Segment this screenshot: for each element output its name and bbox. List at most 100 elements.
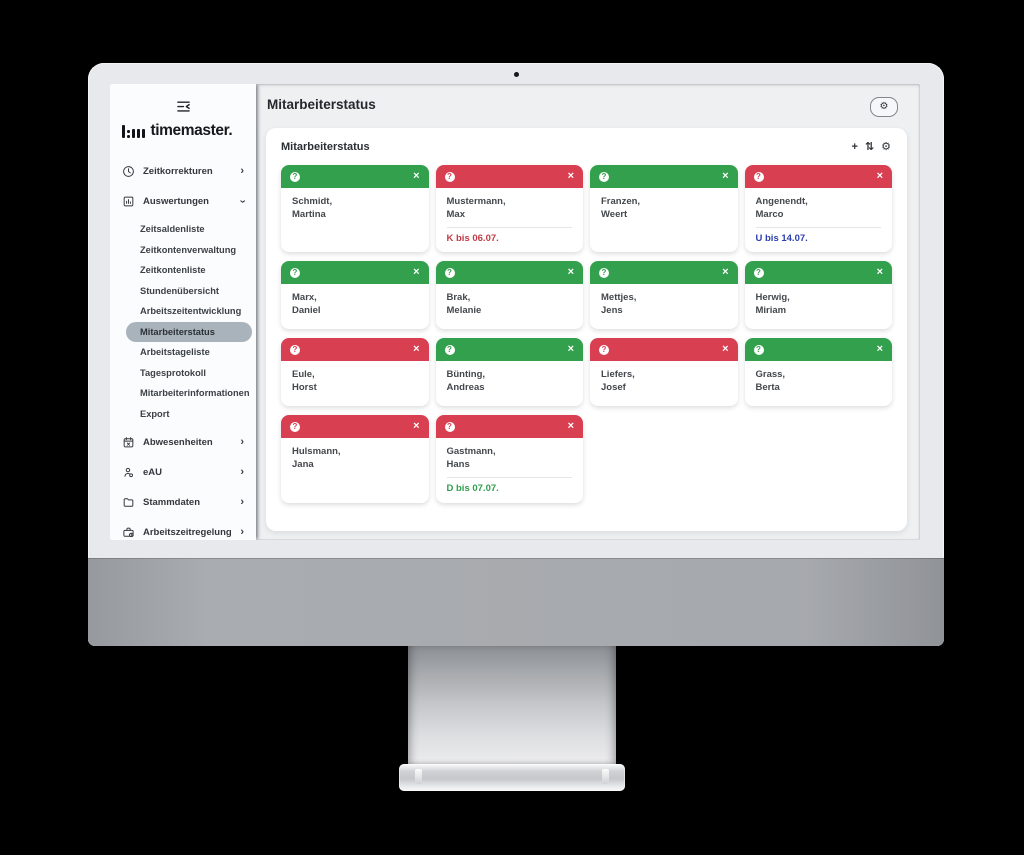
submenu-item-stundenuebersicht[interactable]: Stundenübersicht: [140, 285, 220, 296]
employee-firstname: Josef: [601, 381, 626, 393]
close-icon[interactable]: ×: [876, 343, 883, 355]
sidebar-item-arbeitszeitregelungen[interactable]: Arbeitszeitregelungen ›: [110, 517, 256, 540]
card-header: ? ×: [744, 261, 892, 284]
close-icon[interactable]: ×: [876, 170, 883, 182]
submenu-item-export[interactable]: Export: [140, 408, 170, 419]
sidebar-collapse-button[interactable]: [110, 84, 256, 114]
card-body: Bünting, Andreas: [436, 361, 584, 406]
help-icon[interactable]: ?: [290, 421, 300, 432]
help-icon[interactable]: ?: [599, 344, 609, 355]
add-icon[interactable]: +: [851, 140, 858, 153]
card-body: Liefers, Josef: [590, 361, 738, 406]
screen: timemaster. Zeitkorrekturen ›: [110, 84, 920, 540]
help-icon[interactable]: ?: [444, 344, 455, 355]
help-icon[interactable]: ?: [290, 267, 300, 278]
close-icon[interactable]: ×: [413, 343, 420, 355]
sidebar-item-label: Stammdaten: [143, 496, 201, 508]
employee-card-hulsmann: ? × Hulsmann, Jana: [281, 415, 429, 503]
settings-button[interactable]: ⚙: [870, 97, 898, 117]
employee-card-angenendt: ? × Angenendt, Marco U bis 14.07.: [744, 165, 893, 252]
employee-lastname: Schmidt,: [292, 196, 333, 207]
sidebar-item-label: Zeitkorrekturen: [143, 165, 213, 177]
card-body: Grass, Berta: [745, 361, 893, 406]
chevron-right-icon: ›: [240, 495, 244, 508]
status-text: D bis 07.07.: [446, 483, 499, 494]
card-body: Brak, Melanie: [436, 284, 584, 329]
submenu-item-arbeitszeitentwicklung[interactable]: Arbeitszeitentwicklung: [140, 306, 242, 317]
help-icon[interactable]: ?: [753, 171, 764, 182]
card-header: ? ×: [435, 261, 583, 284]
submenu-item-zeitkontenliste[interactable]: Zeitkontenliste: [140, 265, 206, 276]
card-header: ? ×: [281, 261, 429, 284]
submenu-item-tagesprotokoll[interactable]: Tagesprotokoll: [140, 367, 206, 378]
employee-firstname: Miriam: [755, 304, 787, 316]
employee-lastname: Gastmann,: [446, 446, 496, 457]
employee-lastname: Brak,: [446, 292, 471, 303]
close-icon[interactable]: ×: [413, 170, 420, 182]
card-body: Mustermann, Max K bis 06.07.: [436, 188, 584, 252]
person-icon: [122, 466, 135, 479]
help-icon[interactable]: ?: [599, 171, 609, 182]
card-header: ? ×: [744, 165, 892, 188]
help-icon[interactable]: ?: [444, 421, 455, 432]
help-icon[interactable]: ?: [753, 344, 764, 355]
employee-lastname: Grass,: [755, 369, 786, 380]
close-icon[interactable]: ×: [413, 266, 420, 278]
page-title: Mitarbeiterstatus: [267, 97, 376, 112]
help-icon[interactable]: ?: [290, 171, 300, 182]
help-icon[interactable]: ?: [444, 267, 455, 278]
sort-icon[interactable]: ⇅: [864, 140, 875, 153]
close-icon[interactable]: ×: [722, 266, 729, 278]
employee-firstname: Horst: [292, 381, 317, 393]
page-header: Mitarbeiterstatus ⚙: [256, 84, 920, 128]
submenu-item-mitarbeiterinformationen[interactable]: Mitarbeiterinformationen: [140, 388, 250, 399]
sidebar-item-eau[interactable]: eAU ›: [110, 457, 256, 487]
monitor-frame: timemaster. Zeitkorrekturen ›: [88, 63, 944, 646]
close-icon[interactable]: ×: [567, 170, 574, 182]
submenu-item-zeitkontenverwaltung[interactable]: Zeitkontenverwaltung: [140, 244, 237, 255]
card-header: ? ×: [435, 415, 583, 438]
employee-card-buenting: ? × Bünting, Andreas: [435, 338, 584, 406]
divider: [446, 477, 572, 478]
employee-firstname: Max: [446, 208, 465, 220]
employee-lastname: Marx,: [292, 292, 317, 303]
employee-card-brak: ? × Brak, Melanie: [435, 261, 584, 329]
submenu-item-zeitsaldenliste[interactable]: Zeitsaldenliste: [140, 224, 205, 235]
close-icon[interactable]: ×: [722, 170, 729, 182]
help-icon[interactable]: ?: [444, 171, 455, 182]
chevron-down-icon: ›: [236, 199, 249, 203]
employee-lastname: Liefers,: [601, 369, 635, 380]
employee-firstname: Jens: [601, 304, 623, 316]
help-icon[interactable]: ?: [290, 344, 300, 355]
close-icon[interactable]: ×: [413, 420, 420, 432]
sidebar-item-label: Arbeitszeitregelungen: [143, 526, 232, 538]
main-content: Mitarbeiterstatus ⚙ Mitarbeiterstatus + …: [256, 84, 920, 540]
sidebar-item-abwesenheiten[interactable]: Abwesenheiten ›: [110, 427, 256, 457]
panel-settings-icon[interactable]: ⚙: [881, 140, 891, 153]
close-icon[interactable]: ×: [567, 420, 574, 432]
help-icon[interactable]: ?: [599, 267, 609, 278]
card-body: Angenendt, Marco U bis 14.07.: [745, 188, 893, 252]
chevron-right-icon: ›: [240, 435, 244, 448]
help-icon[interactable]: ?: [753, 267, 764, 278]
employee-card-herwig: ? × Herwig, Miriam: [744, 261, 892, 329]
close-icon[interactable]: ×: [567, 343, 574, 355]
close-icon[interactable]: ×: [722, 343, 729, 355]
employee-lastname: Mustermann,: [446, 196, 506, 207]
card-body: Marx, Daniel: [281, 284, 429, 329]
panel-header: Mitarbeiterstatus + ⇅ ⚙: [266, 128, 907, 161]
briefcase-clock-icon: [122, 526, 135, 539]
employee-firstname: Martina: [292, 208, 326, 220]
submenu-item-arbeitstageliste[interactable]: Arbeitstageliste: [140, 347, 210, 358]
clock-icon: [122, 165, 135, 178]
sidebar-item-stammdaten[interactable]: Stammdaten ›: [110, 487, 256, 517]
sidebar-item-label: eAU: [143, 466, 163, 478]
close-icon[interactable]: ×: [876, 266, 883, 278]
sidebar-item-zeitkorrekturen[interactable]: Zeitkorrekturen ›: [110, 156, 256, 186]
employee-firstname: Melanie: [446, 304, 482, 316]
employee-firstname: Berta: [755, 381, 780, 393]
sidebar-item-auswertungen[interactable]: Auswertungen ›: [110, 186, 256, 216]
submenu-item-mitarbeiterstatus[interactable]: Mitarbeiterstatus: [126, 321, 252, 342]
close-icon[interactable]: ×: [567, 266, 574, 278]
